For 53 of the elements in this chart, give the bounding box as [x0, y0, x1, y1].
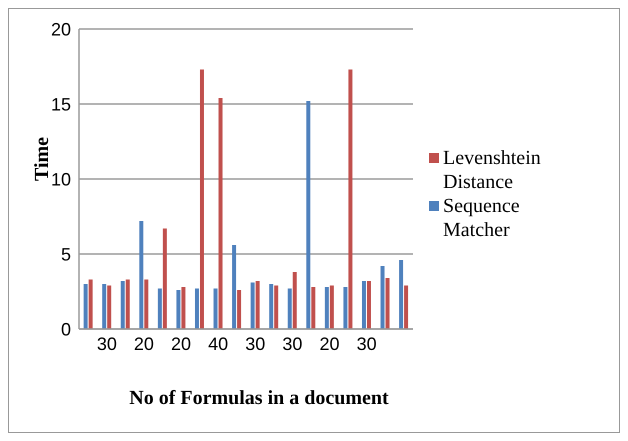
x-tick-label: 40 — [208, 334, 228, 354]
bar — [237, 290, 242, 329]
bar — [324, 287, 329, 329]
bar — [214, 288, 218, 329]
x-tick-label: 30 — [356, 334, 377, 354]
bar — [144, 280, 148, 329]
bar — [292, 272, 297, 329]
bar — [181, 287, 186, 329]
bar — [120, 281, 125, 329]
bar — [88, 280, 93, 329]
bar — [200, 70, 204, 329]
y-tick-label: 0 — [60, 319, 71, 340]
y-tick-label: 5 — [60, 244, 71, 264]
x-tick-label: 20 — [319, 334, 340, 354]
bar — [362, 281, 366, 329]
legend-label: Levenshtein Distance — [443, 146, 542, 194]
x-tick-label: 20 — [171, 334, 192, 354]
bar — [126, 280, 130, 329]
bar — [348, 70, 352, 329]
x-tick-label: 30 — [96, 334, 117, 354]
bar — [343, 287, 348, 329]
bar — [288, 288, 292, 329]
bar — [232, 245, 236, 329]
bar — [250, 282, 255, 329]
bar — [386, 278, 390, 329]
bar — [404, 286, 408, 329]
bar — [158, 288, 162, 329]
x-tick-label: 30 — [282, 334, 302, 354]
bar — [366, 281, 371, 329]
bar — [107, 286, 112, 329]
bar — [218, 98, 223, 329]
bar — [399, 260, 404, 329]
legend-label: Sequence Matcher — [443, 194, 521, 242]
bar — [330, 286, 334, 329]
y-tick-label: 20 — [50, 19, 71, 40]
bar — [84, 284, 88, 329]
bar — [162, 228, 167, 329]
bar — [256, 281, 260, 329]
bar — [380, 266, 385, 329]
bar — [269, 284, 274, 329]
y-tick-label: 10 — [50, 169, 71, 190]
bar — [311, 287, 316, 329]
x-tick-label: 20 — [134, 334, 154, 354]
bar — [274, 286, 278, 329]
y-axis-title: Time — [31, 136, 53, 182]
bar — [139, 221, 144, 329]
bar — [102, 284, 106, 329]
bar — [176, 290, 180, 329]
x-axis-title: No of Formulas in a document — [128, 387, 390, 410]
y-tick-label: 15 — [50, 94, 71, 114]
bar — [306, 101, 310, 329]
bar — [194, 288, 199, 329]
x-tick-label: 30 — [245, 334, 266, 354]
